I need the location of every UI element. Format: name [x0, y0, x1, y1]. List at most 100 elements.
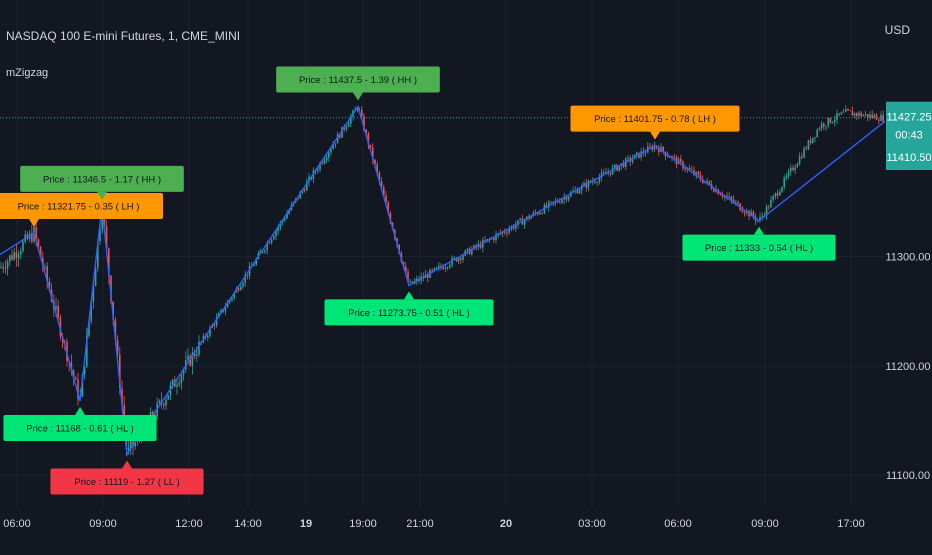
candle: [20, 251, 22, 255]
x-tick-label: 14:00: [234, 518, 262, 530]
candle: [231, 297, 233, 300]
candle: [405, 266, 407, 272]
candle: [244, 275, 246, 283]
candle: [163, 403, 165, 406]
candle: [541, 212, 543, 214]
candle: [167, 395, 169, 400]
candle: [431, 269, 433, 271]
candle: [486, 239, 488, 241]
candle: [273, 236, 275, 240]
candle: [715, 189, 717, 192]
candle: [862, 115, 865, 117]
pivot-box: [276, 66, 440, 93]
candle: [853, 113, 856, 116]
candle: [325, 157, 328, 161]
pivot-label: Price : 11321.75 - 0.35 ( LH ): [0, 192, 163, 227]
candle: [457, 257, 460, 262]
candle: [838, 113, 840, 115]
candle: [275, 230, 277, 237]
candle: [435, 267, 438, 269]
candle: [330, 149, 332, 153]
candle: [466, 248, 469, 251]
candle: [539, 212, 541, 215]
candle: [559, 202, 561, 203]
pivot-box: [0, 192, 163, 219]
candle: [101, 215, 103, 230]
pivot-label: Price : 11346.5 - 1.17 ( HH ): [20, 165, 184, 200]
candle: [268, 243, 271, 244]
candle: [658, 147, 660, 153]
candle: [2, 266, 4, 269]
indicator-name[interactable]: mZigzag: [6, 67, 49, 79]
pivot-text: Price : 11273.75 - 0.51 ( HL ): [348, 308, 469, 319]
candle: [622, 163, 625, 167]
candle: [666, 156, 669, 157]
candle: [653, 145, 656, 150]
candle: [609, 172, 612, 175]
candle: [787, 171, 790, 177]
candle: [75, 378, 77, 380]
pivot-pointer: [122, 460, 132, 469]
candle: [880, 114, 882, 121]
candle: [794, 167, 796, 171]
candle: [583, 183, 585, 186]
candle: [768, 206, 770, 208]
candle: [801, 156, 803, 158]
candle: [6, 261, 9, 269]
candle: [596, 182, 598, 183]
candle: [4, 268, 7, 270]
candle: [246, 275, 249, 276]
candle: [651, 146, 653, 150]
candle: [484, 240, 486, 241]
candle: [94, 268, 97, 287]
candle: [380, 181, 383, 188]
candle: [277, 227, 279, 231]
symbol-title[interactable]: NASDAQ 100 E-mini Futures, 1, CME_MINI: [6, 29, 241, 43]
candle: [453, 257, 455, 259]
candle: [545, 204, 548, 208]
candle: [594, 181, 596, 183]
candle: [706, 180, 708, 182]
candle: [831, 121, 834, 123]
candle: [517, 220, 519, 225]
pivot-pointer: [754, 226, 764, 235]
candle: [790, 167, 792, 172]
candle: [730, 196, 733, 200]
pivot-pointer: [97, 191, 107, 200]
candle: [882, 114, 884, 122]
candle: [840, 112, 843, 115]
candle: [191, 352, 194, 366]
axes[interactable]: 11100.00 11200.00 11300.00 06:00 09:00 12:00 1…: [3, 101, 932, 530]
candle: [180, 374, 183, 384]
pivot-text: Price : 11333 - 0.54 ( HL ): [705, 243, 813, 254]
candle: [737, 202, 739, 204]
candle: [816, 129, 818, 137]
candle: [611, 167, 614, 175]
candle: [240, 286, 242, 291]
candle: [57, 306, 59, 318]
x-tick-label: 06:00: [664, 518, 692, 530]
candle: [409, 281, 411, 283]
candle: [506, 232, 508, 234]
candle: [495, 234, 497, 240]
candle: [860, 112, 862, 117]
candle: [550, 201, 552, 203]
candle: [576, 189, 579, 194]
candle: [132, 441, 134, 447]
candle: [761, 215, 763, 218]
candle: [187, 355, 189, 360]
candle: [827, 117, 829, 126]
candle: [776, 193, 779, 196]
candle: [103, 215, 106, 227]
candle: [387, 202, 389, 213]
candle: [772, 196, 774, 200]
pivot-text: Price : 11119 - 1.27 ( LL ): [74, 477, 179, 488]
candle: [695, 172, 697, 175]
candle: [820, 123, 823, 129]
candle: [134, 441, 136, 447]
candle: [444, 267, 447, 270]
pivot-box: [20, 165, 184, 192]
candle: [873, 115, 876, 118]
